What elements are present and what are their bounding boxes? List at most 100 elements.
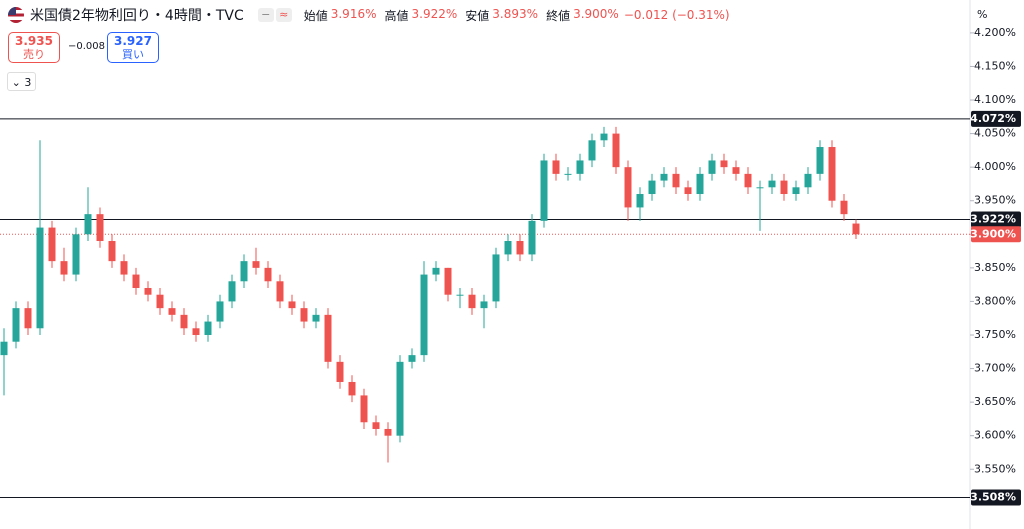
sell-price: 3.935 [15,34,53,48]
y-tick-label: 3.550% [974,462,1016,475]
price-tag [971,489,1021,506]
candle-body [732,167,740,174]
candle-body [336,361,344,382]
ohlc-label: 安値 [465,8,490,23]
price-tag [971,211,1021,228]
candle-body [456,294,464,296]
candle-body [348,381,356,396]
price-tag [971,226,1021,243]
candle-body [432,267,440,275]
candle-body [420,274,428,356]
ohlc-value: 3.922% [411,6,458,21]
candle-body [528,220,536,255]
candle-body [180,314,188,329]
candle-body [108,241,116,262]
y-tick-label: 3.800% [974,294,1016,307]
candle-body [480,301,488,309]
price-tag-label: 3.922% [970,213,1016,226]
candle-body [72,234,80,275]
candle-body [192,328,200,335]
candle-body [648,180,656,195]
candle-body [396,361,404,436]
candle-body [204,321,212,335]
candle-body [60,261,68,275]
y-tick-label: 4.100% [974,93,1016,106]
unit: % [977,8,988,21]
buy-price: 3.927 [114,34,152,48]
candle-body [540,160,548,221]
candle-body [612,133,620,168]
price-tag-label: 4.072% [970,112,1016,125]
candle-body [384,428,392,436]
candle-body [0,341,8,356]
candle-body [276,281,284,302]
candle-body [840,200,848,215]
candle-body [708,160,716,174]
candle-body [696,173,704,195]
y-tick-label: 3.750% [974,328,1016,341]
y-tick-label: 3.850% [974,261,1016,274]
sell-button[interactable]: 3.935 売り [8,32,60,63]
candle-body [240,261,248,282]
candle-body [552,160,560,174]
candle-body [720,160,728,168]
candle-body [36,227,44,329]
y-tick-label: 3.700% [974,362,1016,375]
candle-body [96,214,104,242]
y-tick-label: 4.150% [974,59,1016,72]
candle-body [288,301,296,309]
interval-dropdown[interactable]: ⌄ 3 [7,72,36,91]
header: 米国債2年物利回り・4時間・TVC − ≈ 始値 3.916% 高値 3.922% 安値… [8,5,730,25]
candle-body [216,301,224,322]
candle-body [600,133,608,141]
candle-body [792,187,800,195]
candle-body [264,267,272,282]
candle-body [684,187,692,195]
candle-body [144,287,152,295]
candle-body [744,173,752,188]
y-tick-label: 4.200% [974,26,1016,39]
candle-body [492,254,500,302]
candle-body [120,261,128,275]
y-tick-label: 3.650% [974,395,1016,408]
candle-body [252,261,260,268]
buy-button[interactable]: 3.927 買い [107,32,159,63]
candle-body [48,227,56,262]
candle-body [816,147,824,174]
ohlc-value: 3.893% [492,6,539,21]
spread: −0.008 [68,41,106,52]
candle-body [636,194,644,208]
candle-body [132,274,140,288]
ohlc-label: 高値 [384,8,409,23]
interval: 3 [24,76,32,89]
candle-body [444,267,452,295]
toggle[interactable]: − [257,8,274,22]
candle-body [12,308,20,342]
y-tick-label: 4.050% [974,127,1016,140]
candle-body [780,180,788,195]
buy-label: 買い [122,48,144,61]
candle-body [588,140,596,161]
candle-body [828,147,836,201]
candle-body [372,422,380,429]
y-tick-label: 3.950% [974,194,1016,207]
candle-body [756,187,764,189]
price-tag-label: 3.900% [970,227,1016,240]
candle-body [408,355,416,362]
change: −0.012 (−0.31%) [623,8,730,22]
candle-body [624,167,632,208]
candle-body [804,173,812,188]
candle-body [24,308,32,329]
candle-body [468,294,476,309]
candle-body [156,294,164,309]
candle-body [576,160,584,174]
candle-body [168,308,176,315]
candle-body [84,214,92,235]
ohlc: 始値 3.916% 高値 3.922% 安値 3.893% 終値 3.900% [304,7,624,24]
flag-icon [8,7,24,23]
ohlc-value: 3.900% [573,6,619,21]
y-tick-label: 4.000% [974,160,1016,173]
toggle[interactable]: ≈ [275,8,292,22]
symbol-title: 米国債2年物利回り・4時間・TVC [30,8,244,24]
